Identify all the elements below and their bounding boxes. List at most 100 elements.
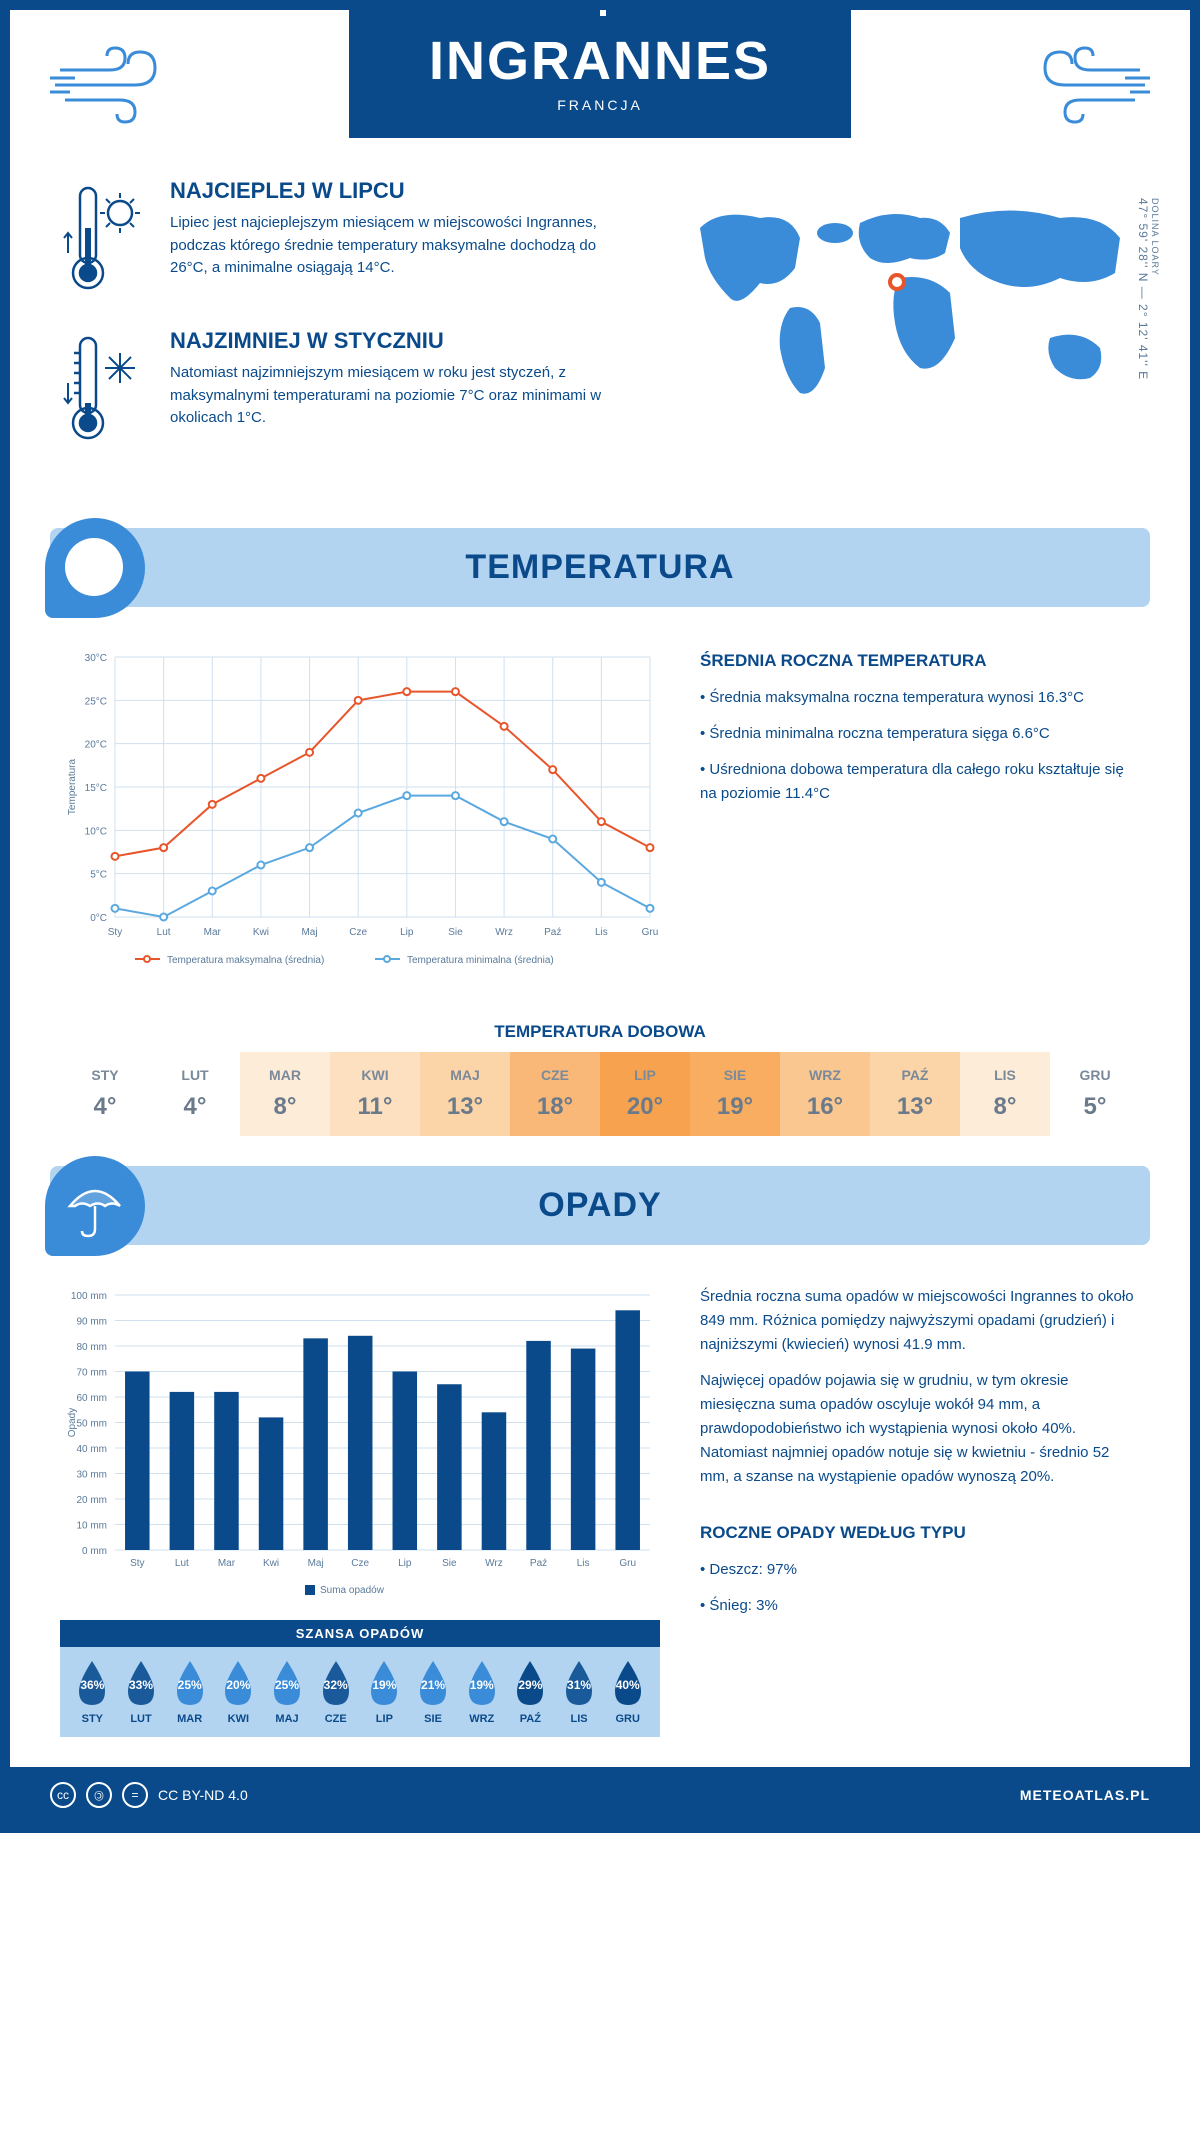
country-name: FRANCJA bbox=[429, 97, 771, 113]
precipitation-content: 0 mm10 mm20 mm30 mm40 mm50 mm60 mm70 mm8… bbox=[10, 1265, 1190, 1767]
daily-temp-cell: GRU5° bbox=[1050, 1052, 1140, 1136]
raindrop-icon: 32% bbox=[317, 1659, 355, 1707]
cc-icon: cc bbox=[50, 1782, 76, 1808]
license-text: CC BY-ND 4.0 bbox=[158, 1787, 248, 1803]
thermometer-hot-icon bbox=[60, 178, 150, 298]
month-label: KWI bbox=[214, 1713, 263, 1725]
temp-value: 18° bbox=[515, 1093, 595, 1121]
svg-text:Lis: Lis bbox=[595, 927, 608, 938]
svg-text:Kwi: Kwi bbox=[253, 927, 269, 938]
daily-temp-table: STY4°LUT4°MAR8°KWI11°MAJ13°CZE18°LIP20°S… bbox=[60, 1052, 1140, 1136]
raindrop-icon: 25% bbox=[171, 1659, 209, 1707]
chance-value: 32% bbox=[324, 1678, 348, 1692]
infographic-container: INGRANNES FRANCJA bbox=[0, 0, 1200, 1833]
annual-temp-bullet: • Uśredniona dobowa temperatura dla całe… bbox=[700, 758, 1140, 806]
precip-chance-cell: 33% LUT bbox=[117, 1659, 166, 1725]
chance-value: 19% bbox=[470, 1678, 494, 1692]
svg-text:Wrz: Wrz bbox=[485, 1558, 503, 1569]
month-label: MAJ bbox=[425, 1067, 505, 1083]
map-location-marker bbox=[888, 273, 906, 291]
coldest-block: NAJZIMNIEJ W STYCZNIU Natomiast najzimni… bbox=[60, 328, 620, 448]
daily-temp-cell: LUT4° bbox=[150, 1052, 240, 1136]
svg-text:5°C: 5°C bbox=[90, 870, 107, 881]
daily-temp-cell: PAŹ13° bbox=[870, 1052, 960, 1136]
hottest-text: Lipiec jest najcieplejszym miesiącem w m… bbox=[170, 212, 620, 280]
svg-text:10°C: 10°C bbox=[85, 826, 107, 837]
svg-text:Paź: Paź bbox=[544, 927, 561, 938]
umbrella-icon bbox=[45, 1156, 145, 1256]
precip-chance-cell: 25% MAR bbox=[165, 1659, 214, 1725]
svg-text:100 mm: 100 mm bbox=[71, 1291, 107, 1302]
temp-value: 19° bbox=[695, 1093, 775, 1121]
precip-p2: Najwięcej opadów pojawia się w grudniu, … bbox=[700, 1369, 1140, 1489]
svg-text:Mar: Mar bbox=[204, 927, 222, 938]
raindrop-icon: 19% bbox=[365, 1659, 403, 1707]
coldest-text: Natomiast najzimniejszym miesiącem w rok… bbox=[170, 362, 620, 430]
svg-text:Cze: Cze bbox=[349, 927, 367, 938]
precip-chance-cell: 19% WRZ bbox=[457, 1659, 506, 1725]
header: INGRANNES FRANCJA bbox=[10, 10, 1190, 148]
raindrop-icon: 29% bbox=[511, 1659, 549, 1707]
annual-temp-bullet: • Średnia minimalna roczna temperatura s… bbox=[700, 722, 1140, 746]
intro-section: NAJCIEPLEJ W LIPCU Lipiec jest najcieple… bbox=[10, 148, 1190, 508]
month-label: MAR bbox=[245, 1067, 325, 1083]
daily-temp-cell: STY4° bbox=[60, 1052, 150, 1136]
svg-text:50 mm: 50 mm bbox=[76, 1419, 107, 1430]
precip-chance-cell: 20% KWI bbox=[214, 1659, 263, 1725]
temperature-section-header: TEMPERATURA bbox=[50, 528, 1150, 607]
map-column: DOLINA LOARY 47° 59' 28'' N — 2° 12' 41'… bbox=[660, 178, 1140, 478]
annual-temp-bullet: • Średnia maksymalna roczna temperatura … bbox=[700, 686, 1140, 710]
daily-temp-cell: KWI 11° bbox=[330, 1052, 420, 1136]
month-label: STY bbox=[65, 1067, 145, 1083]
chance-value: 40% bbox=[616, 1678, 640, 1692]
daily-temp-cell: CZE 18° bbox=[510, 1052, 600, 1136]
month-label: MAJ bbox=[263, 1713, 312, 1725]
precip-chance-title: SZANSA OPADÓW bbox=[60, 1620, 660, 1647]
wind-icon-left bbox=[50, 40, 180, 130]
precip-chance-cell: 32% CZE bbox=[311, 1659, 360, 1725]
temperature-annual-text: ŚREDNIA ROCZNA TEMPERATURA • Średnia mak… bbox=[700, 647, 1140, 982]
month-label: PAŹ bbox=[506, 1713, 555, 1725]
chance-value: 20% bbox=[226, 1678, 250, 1692]
month-label: CZE bbox=[515, 1067, 595, 1083]
month-label: GRU bbox=[603, 1713, 652, 1725]
svg-text:90 mm: 90 mm bbox=[76, 1317, 107, 1328]
svg-text:Lis: Lis bbox=[577, 1558, 590, 1569]
raindrop-icon: 19% bbox=[463, 1659, 501, 1707]
bytype-bullet: • Śnieg: 3% bbox=[700, 1594, 1140, 1618]
svg-text:Wrz: Wrz bbox=[495, 927, 513, 938]
svg-text:Mar: Mar bbox=[218, 1558, 236, 1569]
temp-value: 11° bbox=[335, 1093, 415, 1121]
svg-text:25°C: 25°C bbox=[85, 696, 107, 707]
temp-value: 13° bbox=[425, 1093, 505, 1121]
raindrop-icon: 25% bbox=[268, 1659, 306, 1707]
nd-icon: = bbox=[122, 1782, 148, 1808]
svg-text:Gru: Gru bbox=[619, 1558, 636, 1569]
svg-text:Kwi: Kwi bbox=[263, 1558, 279, 1569]
svg-text:Lut: Lut bbox=[175, 1558, 189, 1569]
precip-chance-panel: SZANSA OPADÓW 36% STY 33% LUT 25% MAR 20… bbox=[60, 1620, 660, 1737]
svg-text:Opady: Opady bbox=[67, 1408, 78, 1437]
svg-text:20 mm: 20 mm bbox=[76, 1495, 107, 1506]
daily-temp-cell: WRZ16° bbox=[780, 1052, 870, 1136]
month-label: LIP bbox=[360, 1713, 409, 1725]
precipitation-title: OPADY bbox=[50, 1186, 1150, 1225]
precipitation-section-header: OPADY bbox=[50, 1166, 1150, 1245]
svg-text:40 mm: 40 mm bbox=[76, 1444, 107, 1455]
chance-value: 31% bbox=[567, 1678, 591, 1692]
svg-text:Maj: Maj bbox=[301, 927, 317, 938]
precipitation-bar-chart: 0 mm10 mm20 mm30 mm40 mm50 mm60 mm70 mm8… bbox=[60, 1285, 660, 1605]
temp-value: 20° bbox=[605, 1093, 685, 1121]
world-map-icon bbox=[660, 178, 1140, 438]
annual-temp-title: ŚREDNIA ROCZNA TEMPERATURA bbox=[700, 647, 1140, 674]
daily-temp-cell: LIP20° bbox=[600, 1052, 690, 1136]
svg-text:30°C: 30°C bbox=[85, 653, 107, 664]
footer: cc 🄯 = CC BY-ND 4.0 METEOATLAS.PL bbox=[10, 1767, 1190, 1823]
month-label: CZE bbox=[311, 1713, 360, 1725]
precip-chance-cell: 40% GRU bbox=[603, 1659, 652, 1725]
raindrop-icon: 36% bbox=[73, 1659, 111, 1707]
temp-value: 5° bbox=[1055, 1093, 1135, 1121]
precip-chance-cell: 31% LIS bbox=[555, 1659, 604, 1725]
month-label: KWI bbox=[335, 1067, 415, 1083]
city-name: INGRANNES bbox=[429, 30, 771, 92]
